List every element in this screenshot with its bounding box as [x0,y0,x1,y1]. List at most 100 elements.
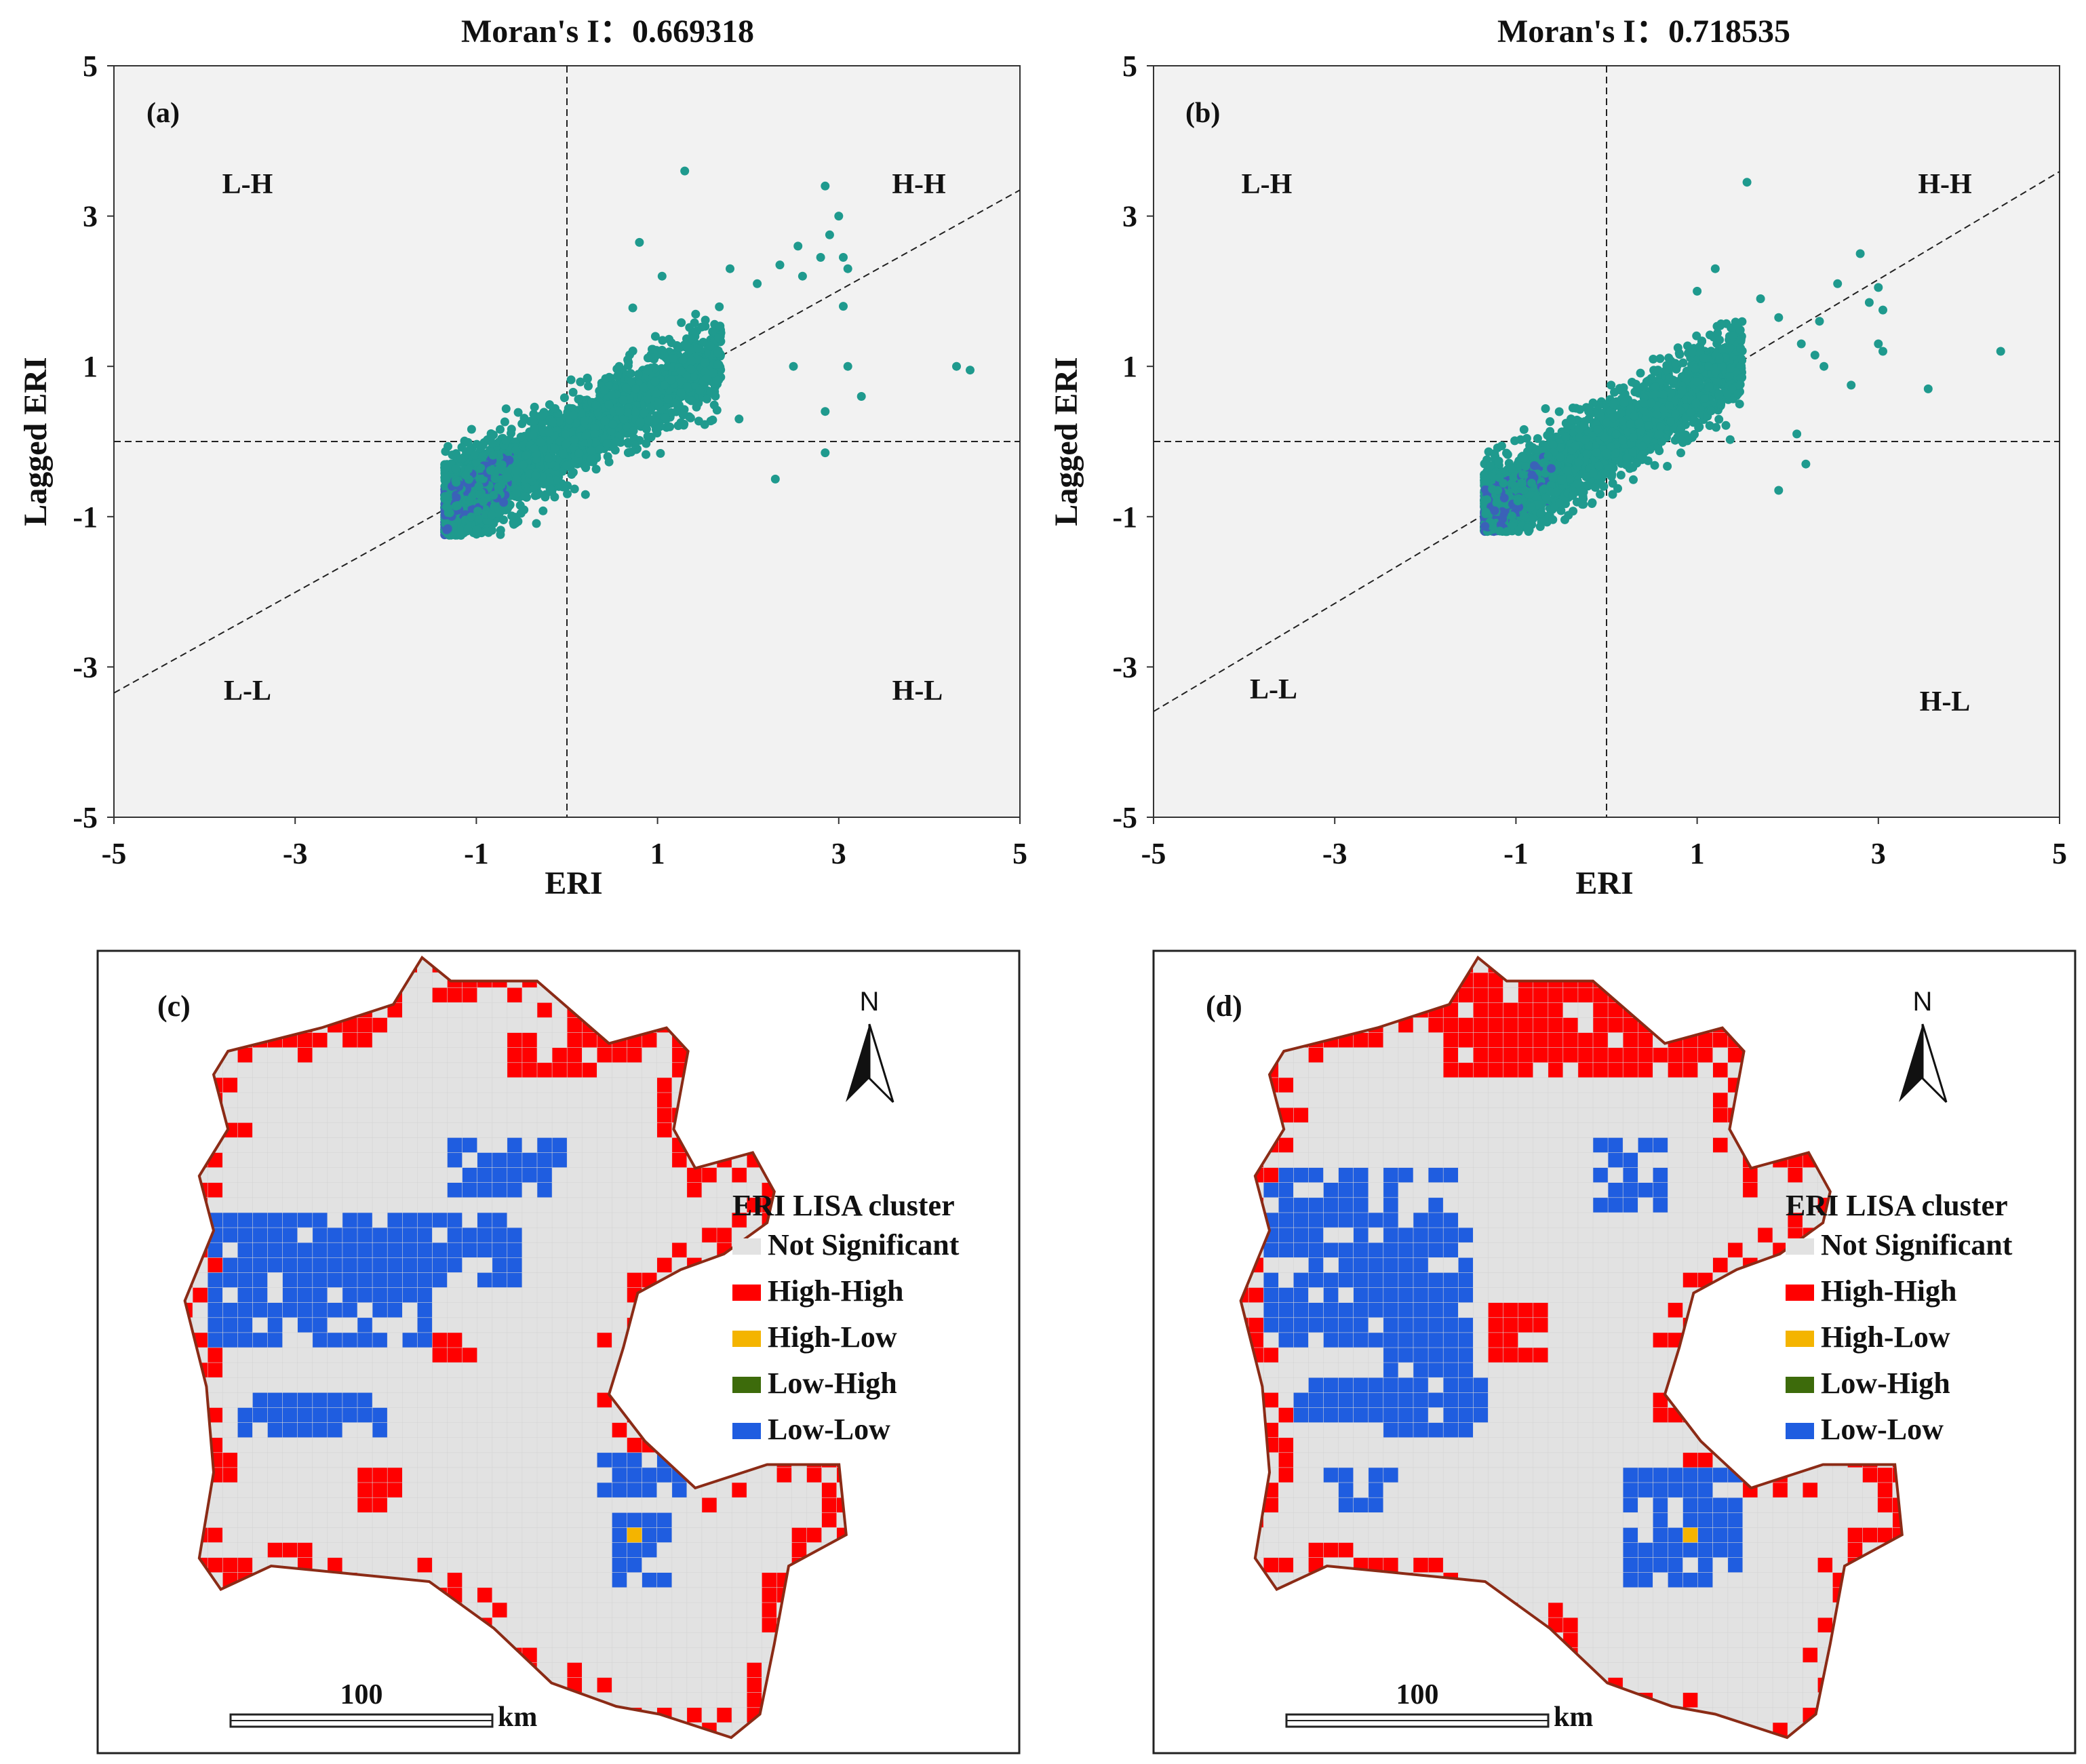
scatter-point [562,460,571,470]
scatter-point [839,253,848,262]
scatter-point [532,519,541,528]
scatter-point [614,361,624,371]
scatter-point [686,364,696,374]
scatter-point [561,439,570,449]
y-tick-label: -3 [73,650,98,684]
scatter-point [534,489,544,498]
scatter-point [1636,368,1645,378]
scatter-point [583,374,592,383]
scatter-point [445,508,454,517]
scatter-point [536,437,545,447]
scatter-point [682,340,690,349]
scatter-point [705,341,715,351]
scatter-point [793,241,803,251]
scatter-point [600,416,610,426]
scatter-point [489,490,498,500]
scatter-point [530,423,539,433]
scatter-point [701,315,710,325]
x-tick-label: -5 [102,837,127,870]
scatter-point [713,359,723,369]
scatter-point [680,166,690,176]
scatter-point [689,372,698,381]
quadrant-label-hl: H-L [892,675,943,707]
scatter-point [591,465,601,474]
x-tick-label: -1 [1503,837,1529,870]
scatter-point [606,427,616,436]
scatter-point [726,264,734,273]
scatter-point [657,271,667,281]
scatter-point [491,473,500,483]
scatter-point [520,492,530,501]
scatter-point [642,450,650,459]
scatter-point [550,492,559,502]
scatter-point [581,431,591,440]
scatter-point [538,506,548,515]
scatter-point [580,490,590,499]
scatter-point [1541,404,1550,413]
scatter-point [530,402,539,412]
scatter-point [857,392,866,401]
scatter-point [545,427,554,437]
scatter-point [650,332,660,341]
scatter-point [700,420,709,429]
scatter-point [650,377,660,387]
scatter-point [639,383,648,392]
x-tick-label: 1 [650,837,665,870]
x-tick-label: 5 [2052,837,2067,870]
scatter-point [570,484,579,494]
scatter-point [536,412,545,420]
scatter-point [839,302,848,311]
scatter-point [486,466,495,475]
scatter-point [702,394,711,404]
x-tick-label: -5 [1141,837,1166,870]
scatter-point [619,414,629,424]
scatter-point [1575,405,1585,414]
scatter-point [452,493,461,502]
scatter-point [465,497,474,506]
scatter-point [477,452,487,461]
scatter-point [825,230,834,239]
scatter-point [715,321,725,331]
scatter-point [567,470,576,479]
scatter-point [487,526,496,535]
scatter-point [467,425,476,434]
scatter-point [545,476,554,486]
scatter-point [1721,420,1731,430]
scatter-point [494,482,503,492]
scatter-point [471,457,481,467]
scatter-point [505,456,514,465]
scatter-point [634,370,643,379]
scatter-point [581,463,591,473]
scatter-point [511,446,521,455]
scatter-point [591,400,601,410]
scatter-point [708,327,717,336]
scatter-point [670,398,680,408]
scatter-point [709,368,718,378]
scatter-point [452,477,461,487]
scatter-point [530,444,539,453]
scatter-point [474,482,484,491]
scatter-point [734,414,744,424]
scatter-point [623,361,633,370]
scatter-point [558,449,568,458]
scatter-point [697,322,706,332]
scatter-point [700,358,709,368]
scatter-point [1497,442,1506,450]
scatter-point [1536,509,1546,518]
y-tick-label: 3 [1122,200,1137,233]
y-tick-label: 3 [83,200,98,233]
scatter-point [499,498,509,507]
scatter-point [656,449,665,458]
scatter-point [685,395,694,404]
scatter-point [563,481,572,490]
scatter-point [1554,407,1564,416]
scatter-point [660,380,669,390]
x-tick-label: 1 [1690,837,1705,870]
scatter-point [623,448,633,457]
scatter-point [1676,424,1686,433]
scatter-point [528,431,538,440]
scatter-point [604,400,614,410]
